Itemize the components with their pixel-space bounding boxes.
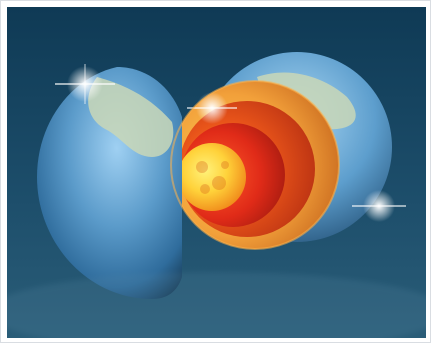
cutaway-rim [170,80,340,250]
sparkle-right [352,190,406,222]
sparkle-left [55,64,115,104]
earth-layers-illustration [7,7,426,338]
illustration-canvas [7,7,426,338]
sparkle-center [187,92,237,124]
inner-core-texture [196,161,229,194]
left-globe-land [88,77,174,157]
inner-core [178,143,246,211]
bottom-haze [7,272,426,338]
